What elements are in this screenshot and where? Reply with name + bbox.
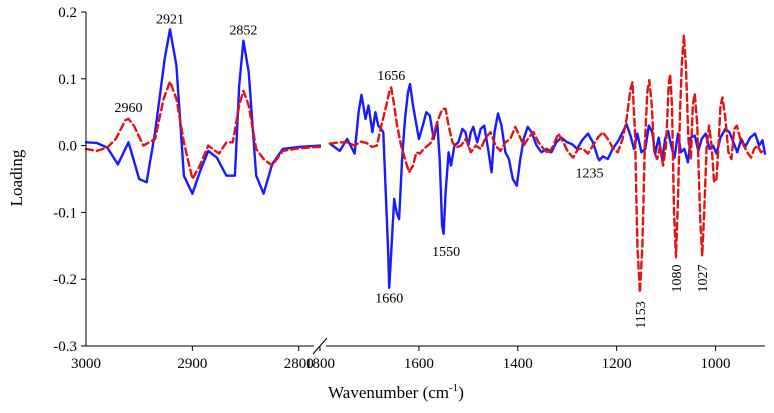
x-axis-title-main: Wavenumber (cm — [328, 383, 449, 402]
y-tick-label: 0.1 — [58, 72, 77, 88]
x-axis-title-close: ) — [458, 383, 464, 402]
peak-label-1027: 1027 — [696, 265, 711, 293]
y-tick-label: -0.3 — [53, 339, 77, 355]
x-tick-label: 2900 — [177, 356, 207, 372]
peak-label-1153: 1153 — [634, 301, 649, 328]
dashed-red-series-line-segment-1 — [84, 80, 322, 181]
x-tick-label: 3000 — [71, 356, 101, 372]
peak-label-2921: 2921 — [156, 12, 184, 27]
peak-label-1550: 1550 — [432, 245, 460, 260]
x-axis-title: Wavenumber (cm-1) — [328, 382, 464, 402]
x-tick-label: 1200 — [602, 356, 632, 372]
axes — [81, 11, 765, 355]
y-tick-label: 0.2 — [58, 5, 77, 21]
x-tick-label: 1000 — [701, 356, 731, 372]
peak-label-1080: 1080 — [670, 265, 685, 293]
x-axis-title-exponent: -1 — [449, 382, 458, 394]
y-tick-label: -0.1 — [53, 205, 77, 221]
dashed-red-series-line-segment-2 — [328, 34, 767, 294]
x-tick-label: 2800 — [284, 356, 314, 372]
x-tick-label: 1800 — [305, 356, 335, 372]
peak-label-2960: 2960 — [115, 101, 143, 116]
y-tick-label: 0.0 — [58, 139, 77, 155]
x-tick-label: 1600 — [404, 356, 434, 372]
y-axis-title: Loading — [7, 149, 26, 206]
series-lines — [84, 28, 767, 294]
peak-annotations: 2960 2921 2852 1656 1550 1660 1235 1153 1080 1027 — [115, 12, 712, 328]
solid-blue-series-line-segment-1 — [84, 28, 322, 195]
peak-label-2852: 2852 — [229, 24, 257, 39]
peak-label-1656: 1656 — [377, 69, 405, 84]
peak-label-1660: 1660 — [375, 292, 403, 307]
peak-label-1235: 1235 — [575, 167, 603, 182]
x-tick-label: 1400 — [503, 356, 533, 372]
y-tick-labels: -0.3 -0.2 -0.1 0.0 0.1 0.2 — [53, 5, 77, 355]
y-tick-label: -0.2 — [53, 272, 77, 288]
